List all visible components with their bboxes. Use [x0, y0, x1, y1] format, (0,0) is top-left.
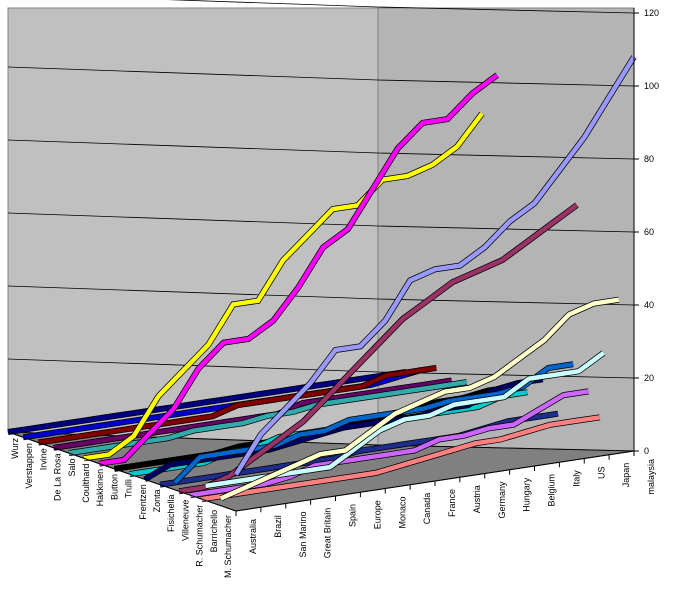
series-coulthard [83, 111, 485, 462]
y-tick-label: 100 [644, 81, 659, 91]
series-axis-label: R. Schumacher [195, 505, 205, 567]
x-tick-label: Great Britain [323, 508, 333, 559]
series-m-schumacher [233, 55, 637, 477]
y-tick-label: 120 [644, 8, 659, 18]
series-axis-label: Trulli [124, 479, 134, 498]
series-axis-label: Frentzen [138, 484, 148, 520]
gridlines [7, 0, 635, 452]
x-tick-label: malaysia [646, 459, 656, 495]
x-tick-label: Austria [472, 485, 482, 513]
series-ribbon [38, 365, 437, 445]
y-tick-label: 60 [644, 227, 654, 237]
series-axis-label: Wurz [10, 438, 20, 459]
series-axis-line [7, 431, 237, 512]
y-tick-label: 40 [644, 300, 654, 310]
series-axis-label: Zonta [152, 489, 162, 512]
series-barrichello [219, 296, 620, 502]
x-tick-label: Hungary [522, 477, 532, 512]
series-axis-label: Coulthard [81, 464, 91, 503]
x-tick-label: Europe [372, 500, 382, 529]
x-tick-label: Japan [621, 463, 631, 488]
series-axis-label: Button [109, 474, 119, 500]
series-ribbon [234, 55, 636, 476]
x-axis: Australia Brazil San Marino Great Britain Sp… [235, 450, 656, 559]
y-axis: 0 20 40 60 80 100 120 [633, 8, 659, 456]
y-tick-label: 0 [644, 446, 649, 456]
x-tick-label: Germany [497, 481, 507, 519]
series-axis: Wurz Verstappen Irvine De La Rosa Salo Coulth… [7, 431, 237, 578]
y-tick-label: 80 [644, 154, 654, 164]
x-tick-label: Brazil [273, 515, 283, 538]
gridline [7, 212, 635, 233]
series-unnamed [201, 414, 601, 503]
series-axis-label: Barrichello [209, 510, 219, 553]
series-axis-label: Villeneuve [180, 500, 190, 541]
series-axis-label: M. Schumacher [223, 515, 233, 578]
x-tick-label: US [596, 467, 606, 480]
series-irvine [37, 364, 437, 446]
series-salo [68, 379, 468, 457]
x-tick-label: Italy [571, 470, 581, 487]
series-ribbon [83, 112, 484, 461]
y-tick-label: 20 [644, 373, 654, 383]
series-layer [7, 55, 637, 503]
series-hakkinen [98, 72, 499, 467]
series-ribbon [219, 297, 620, 501]
series-axis-label: Verstappen [24, 443, 34, 489]
gridline [7, 66, 635, 87]
x-tick-label: Australia [248, 519, 258, 554]
series-ribbon [68, 379, 468, 456]
series-axis-label: Salo [67, 459, 77, 477]
series-axis-label: De La Rosa [53, 453, 63, 501]
gridline [7, 285, 635, 306]
x-tick-label: France [447, 489, 457, 517]
series-ribbon [173, 361, 574, 485]
series-ribbon [98, 73, 499, 466]
x-tick-label: Belgium [547, 474, 557, 507]
series-ribbon [201, 415, 601, 502]
series-fisichella [173, 361, 574, 485]
x-tick-label: Monaco [397, 497, 407, 529]
gridline [167, 0, 635, 14]
x-tick-label: Spain [348, 504, 358, 527]
series-axis-label: Fisichella [166, 494, 176, 532]
x-tick-label: San Marino [298, 512, 308, 558]
x-tick-label: Canada [422, 493, 432, 525]
series-axis-label: Irvine [38, 448, 48, 470]
gridline [7, 139, 635, 160]
series-axis-label: Hakkinen [95, 469, 105, 507]
